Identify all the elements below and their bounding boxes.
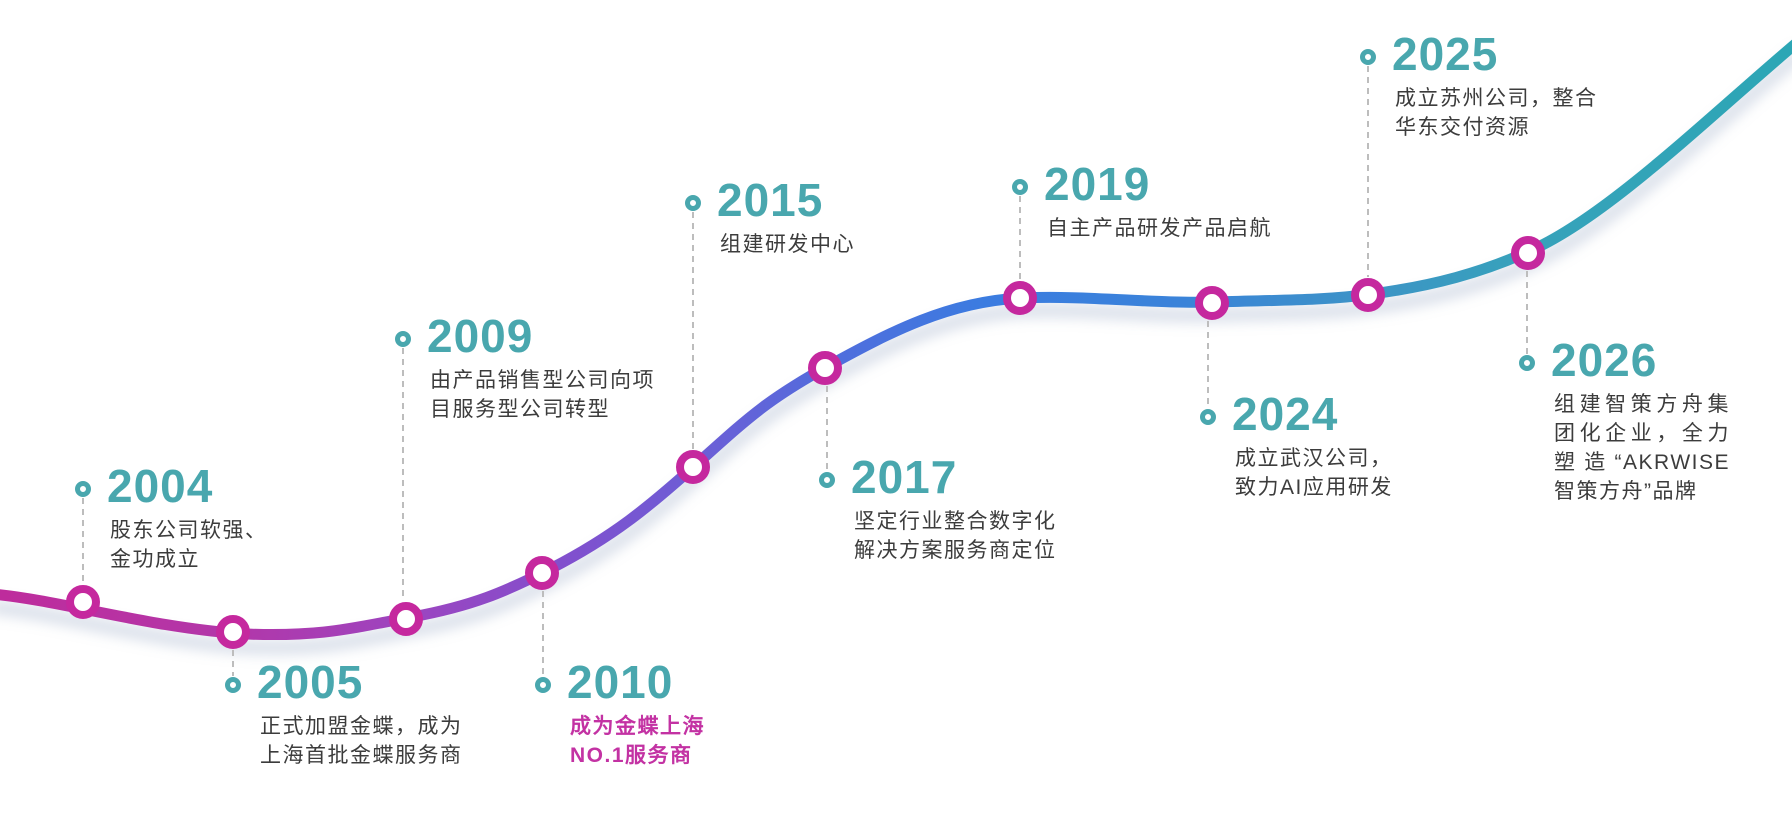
milestone-desc-2019: 自主产品研发产品启航 xyxy=(1047,217,1272,240)
year-label-2024: 2024 xyxy=(1232,388,1339,441)
year-dot xyxy=(819,472,835,488)
year-label-2005: 2005 xyxy=(257,656,364,709)
year-label-2026: 2026 xyxy=(1551,334,1658,387)
year-label-2010: 2010 xyxy=(567,656,674,709)
year-dot xyxy=(395,331,411,347)
year-label-2015: 2015 xyxy=(717,174,824,227)
milestone-desc-2024: 成立武汉公司， 致力AI应用研发 xyxy=(1235,447,1393,499)
year-dots-layer xyxy=(75,49,1535,693)
year-dot xyxy=(1519,355,1535,371)
year-dot xyxy=(75,481,91,497)
milestone-desc-2005: 正式加盟金蝶，成为 上海首批金蝶服务商 xyxy=(260,715,463,767)
curve-marker xyxy=(1351,278,1385,312)
curve-marker xyxy=(525,556,559,590)
connector-lines-layer xyxy=(82,66,1528,676)
year-label-2025: 2025 xyxy=(1392,28,1499,81)
milestone-desc-2026: 组建智策方舟集团化企业，全力塑造“AKRWISE智策方舟”品牌 xyxy=(1554,393,1730,503)
curve-marker xyxy=(66,585,100,619)
curve-markers-layer xyxy=(66,236,1545,649)
year-dot xyxy=(1012,179,1028,195)
curve-marker xyxy=(808,351,842,385)
curve-marker xyxy=(676,450,710,484)
growth-curve xyxy=(0,39,1792,641)
year-label-2017: 2017 xyxy=(851,451,958,504)
milestone-desc-2025: 成立苏州公司，整合 华东交付资源 xyxy=(1395,87,1598,139)
milestone-desc-2017: 坚定行业整合数字化 解决方案服务商定位 xyxy=(854,510,1057,562)
milestone-desc-2010: 成为金蝶上海 NO.1服务商 xyxy=(570,715,705,767)
milestone-desc-2015: 组建研发中心 xyxy=(720,233,855,256)
curve-marker xyxy=(1195,286,1229,320)
year-label-2004: 2004 xyxy=(107,460,214,513)
year-dot xyxy=(1200,409,1216,425)
milestone-desc-2004: 股东公司软强、 金功成立 xyxy=(110,519,268,571)
year-label-2009: 2009 xyxy=(427,310,534,363)
year-dot xyxy=(535,677,551,693)
year-dot xyxy=(225,677,241,693)
year-label-2019: 2019 xyxy=(1044,158,1151,211)
milestone-desc-2009: 由产品销售型公司向项 目服务型公司转型 xyxy=(430,369,655,421)
year-dot xyxy=(685,195,701,211)
curve-shadow xyxy=(0,49,1792,656)
curve-marker xyxy=(216,615,250,649)
curve-marker xyxy=(1003,281,1037,315)
year-dot xyxy=(1360,49,1376,65)
curve-marker xyxy=(389,602,423,636)
curve-marker xyxy=(1511,236,1545,270)
